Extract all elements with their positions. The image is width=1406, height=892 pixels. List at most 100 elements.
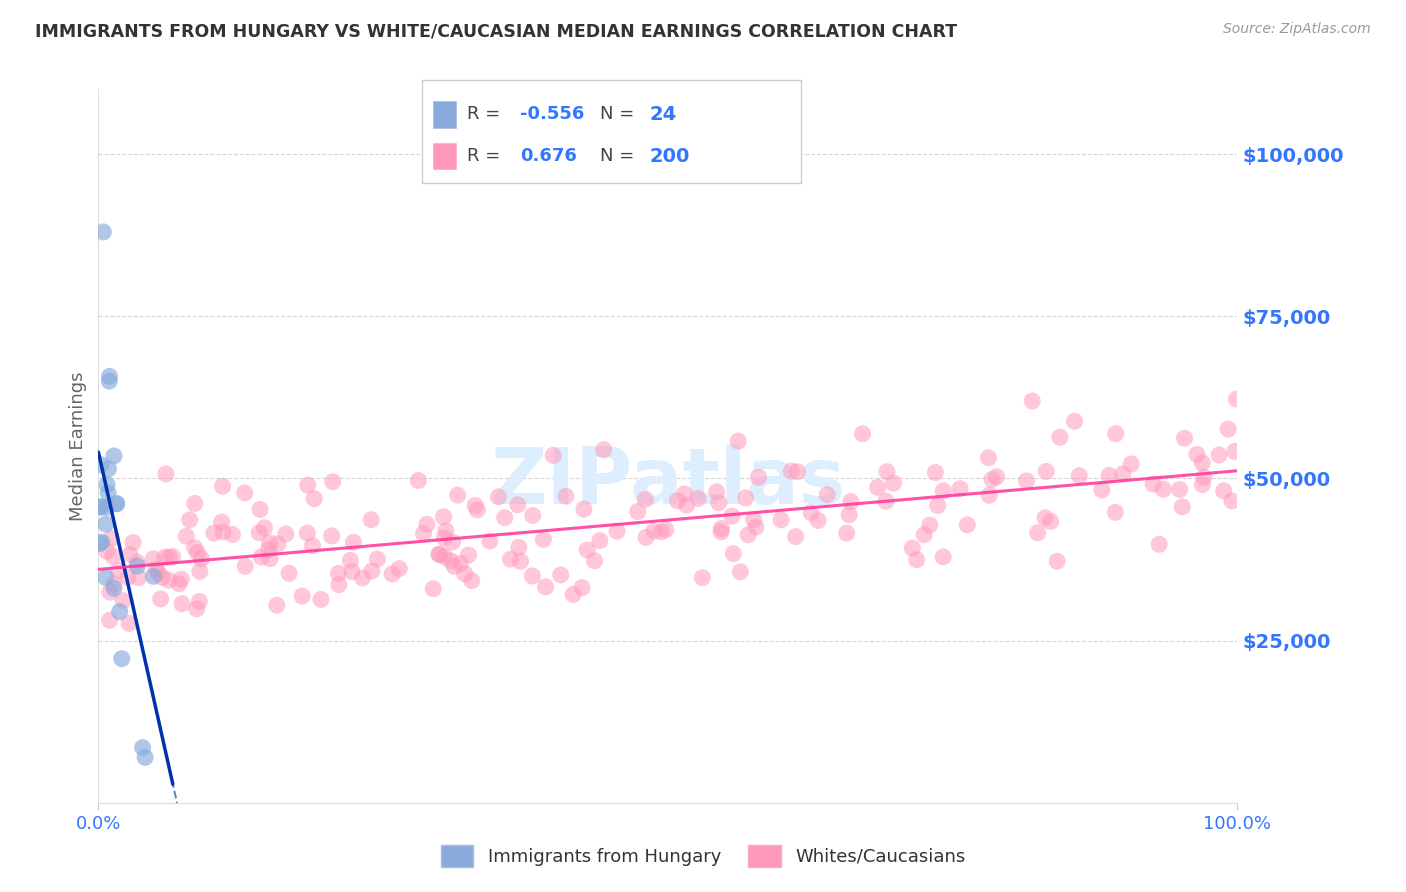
- Point: [183, 496, 205, 510]
- Point: [1021, 394, 1043, 409]
- Point: [851, 426, 873, 441]
- Point: [464, 499, 486, 513]
- Point: [786, 465, 808, 479]
- Point: [905, 552, 928, 566]
- Point: [302, 491, 325, 506]
- Point: [443, 559, 465, 574]
- Point: [807, 513, 830, 527]
- Point: [441, 535, 464, 549]
- Point: [127, 559, 149, 574]
- Point: [103, 577, 125, 591]
- Point: [98, 374, 121, 388]
- Point: [541, 449, 564, 463]
- Point: [912, 527, 935, 541]
- Point: [494, 510, 516, 524]
- Point: [120, 548, 142, 562]
- Point: [432, 509, 454, 524]
- Point: [309, 592, 332, 607]
- Point: [111, 651, 134, 665]
- Point: [134, 750, 156, 764]
- Point: [422, 582, 444, 596]
- Point: [979, 488, 1001, 502]
- Point: [366, 552, 388, 566]
- Point: [650, 524, 672, 539]
- Point: [90, 500, 112, 515]
- Point: [706, 484, 728, 499]
- Point: [571, 581, 593, 595]
- Point: [1192, 470, 1215, 484]
- Point: [1168, 483, 1191, 497]
- Point: [127, 571, 149, 585]
- Point: [98, 613, 121, 627]
- Point: [688, 491, 710, 506]
- Text: N =: N =: [600, 105, 640, 123]
- Point: [1035, 464, 1057, 478]
- Point: [737, 528, 759, 542]
- Point: [956, 517, 979, 532]
- Point: [159, 550, 181, 565]
- Point: [1208, 448, 1230, 462]
- Point: [1152, 482, 1174, 496]
- Point: [100, 532, 122, 546]
- Point: [918, 518, 941, 533]
- Point: [257, 543, 280, 558]
- Point: [250, 549, 273, 564]
- Point: [643, 524, 665, 539]
- Point: [1191, 477, 1213, 491]
- Point: [770, 513, 793, 527]
- Point: [233, 486, 256, 500]
- Point: [508, 541, 530, 555]
- Point: [101, 549, 124, 563]
- Point: [467, 503, 489, 517]
- Point: [162, 549, 184, 564]
- Point: [583, 554, 606, 568]
- Point: [1046, 554, 1069, 568]
- Point: [634, 531, 657, 545]
- Point: [97, 486, 120, 500]
- Point: [211, 479, 233, 493]
- Point: [174, 529, 197, 543]
- Point: [450, 557, 472, 571]
- Point: [499, 552, 522, 566]
- Point: [606, 524, 628, 538]
- Point: [94, 570, 117, 584]
- Point: [253, 521, 276, 535]
- Point: [666, 493, 689, 508]
- Point: [838, 508, 860, 522]
- Point: [186, 602, 208, 616]
- Point: [361, 564, 384, 578]
- Point: [742, 513, 765, 527]
- Point: [153, 550, 176, 565]
- Point: [233, 559, 256, 574]
- Point: [572, 502, 595, 516]
- Point: [800, 506, 823, 520]
- Point: [297, 478, 319, 492]
- Point: [1220, 494, 1243, 508]
- Point: [167, 577, 190, 591]
- Point: [145, 562, 167, 576]
- Point: [152, 570, 174, 584]
- Point: [96, 477, 118, 491]
- Point: [103, 581, 125, 595]
- Text: R =: R =: [467, 147, 512, 165]
- Point: [266, 599, 288, 613]
- Point: [839, 494, 862, 508]
- Point: [655, 523, 678, 537]
- Point: [509, 554, 531, 568]
- Point: [534, 580, 557, 594]
- Point: [1063, 414, 1085, 428]
- Point: [901, 541, 924, 556]
- Point: [352, 571, 374, 585]
- Point: [550, 568, 572, 582]
- Point: [416, 517, 439, 532]
- Point: [454, 566, 477, 581]
- Point: [103, 449, 125, 463]
- Point: [1033, 510, 1056, 524]
- Point: [1212, 483, 1234, 498]
- Point: [186, 546, 208, 560]
- Point: [274, 527, 297, 541]
- Point: [457, 548, 479, 562]
- Point: [125, 555, 148, 569]
- Point: [179, 513, 201, 527]
- Point: [721, 509, 744, 524]
